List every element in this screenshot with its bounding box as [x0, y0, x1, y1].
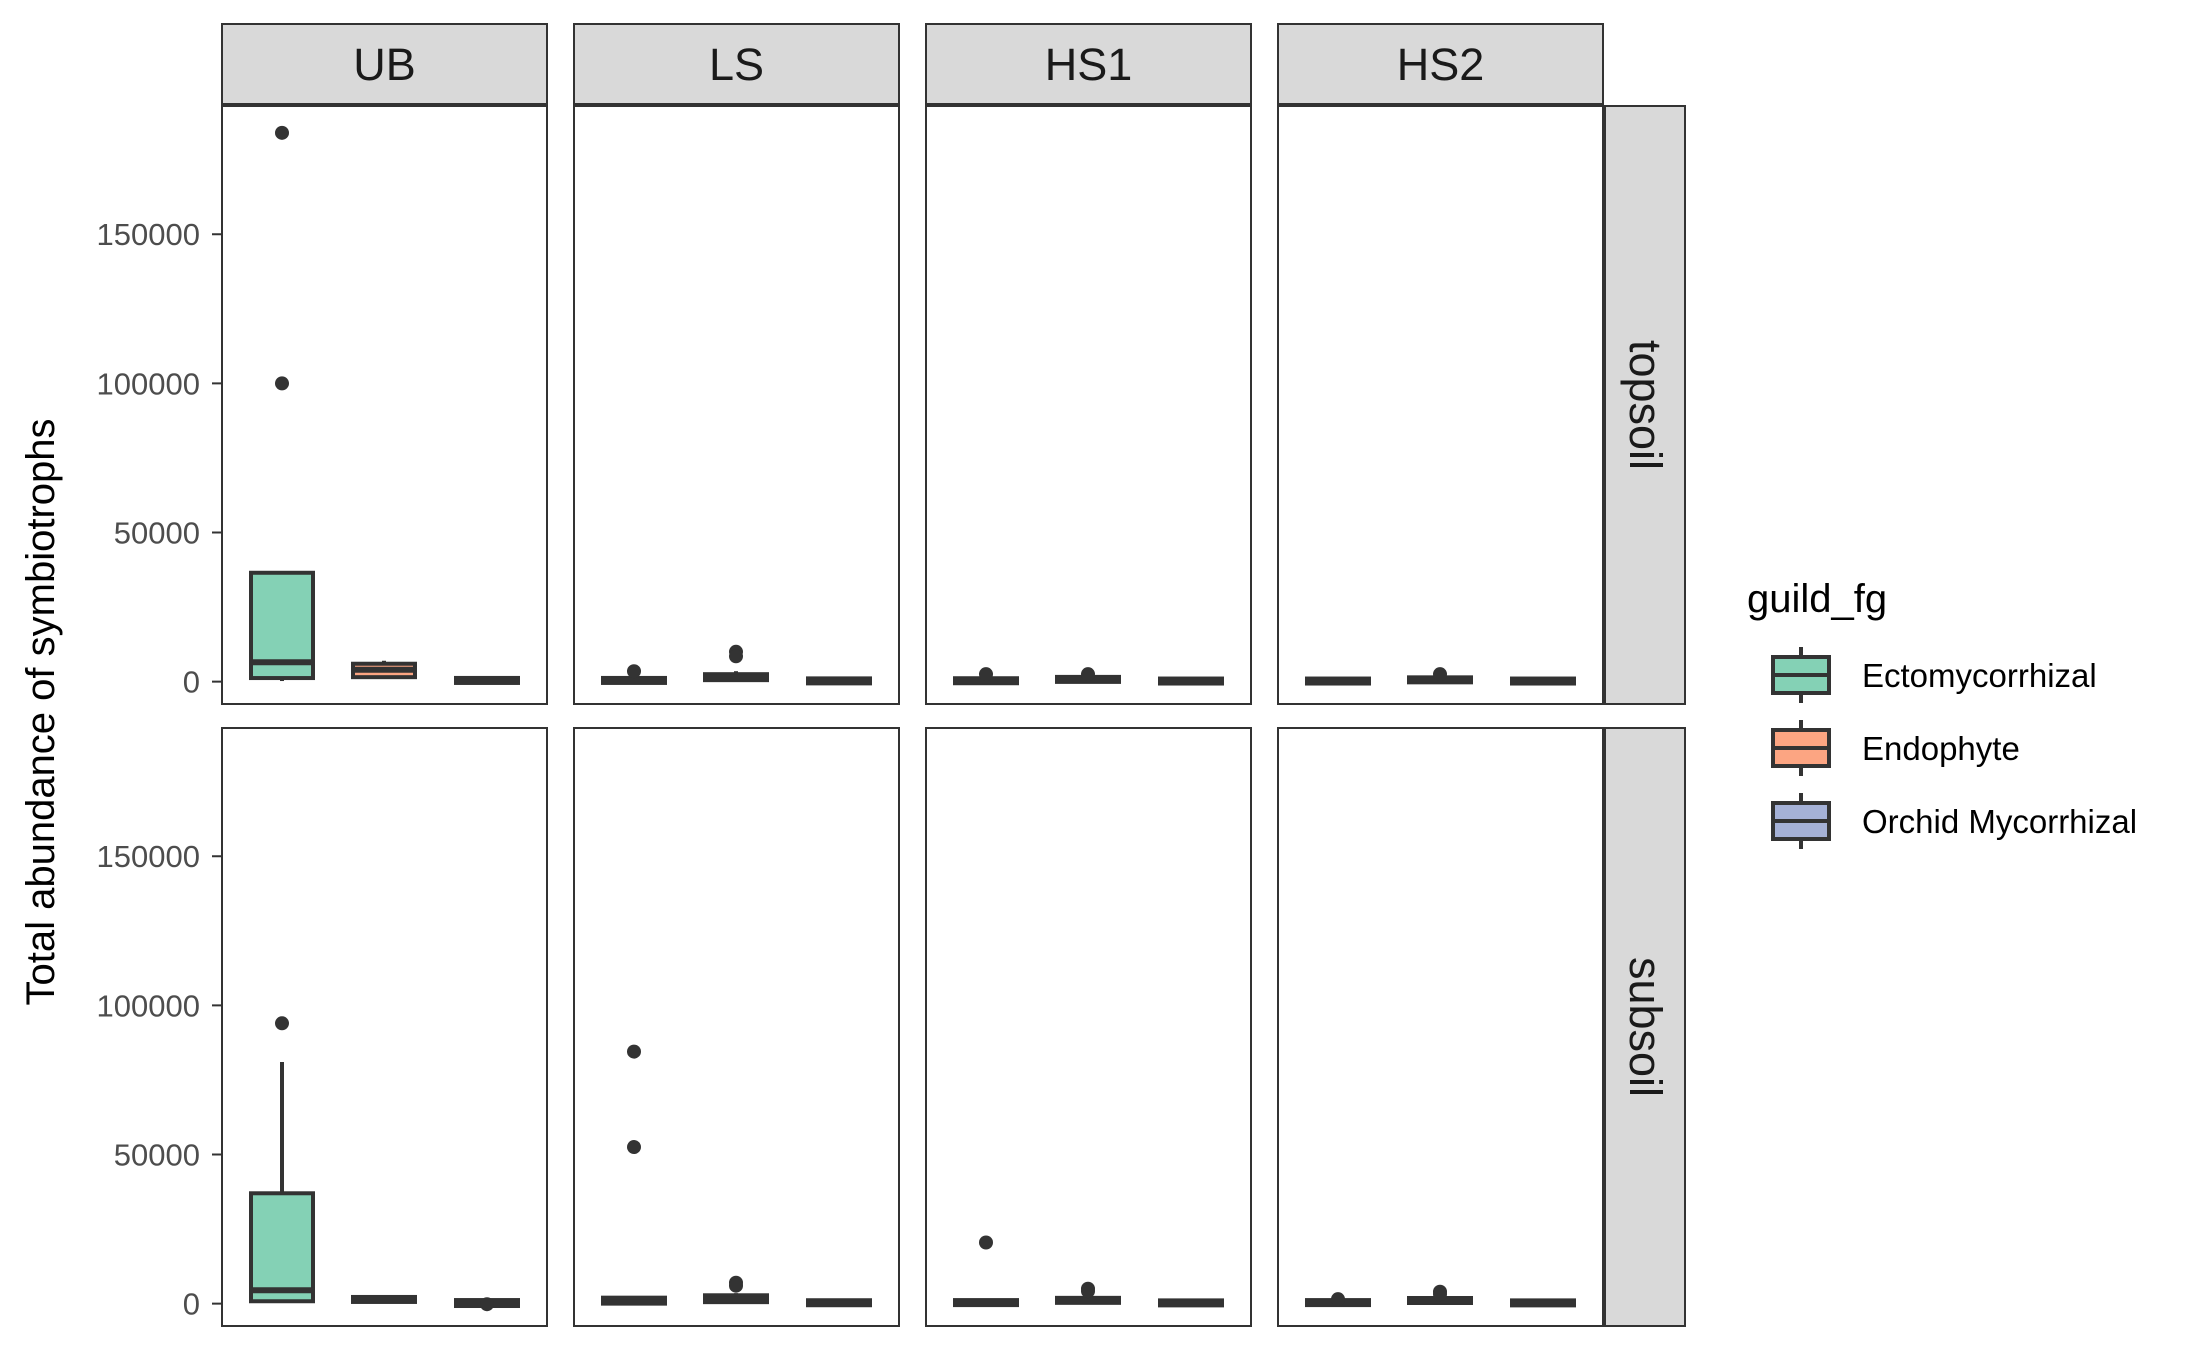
- outlier-point: [275, 376, 289, 391]
- outlier-point: [627, 1140, 641, 1155]
- boxplot-orchid-mycorrhizal: [1158, 676, 1224, 686]
- column-strips: UB LS HS1 HS2: [221, 23, 1604, 105]
- strip-label: LS: [709, 39, 764, 90]
- boxplot-orchid-mycorrhizal: [454, 1297, 520, 1312]
- strip-hs2: HS2: [1277, 23, 1604, 105]
- y-tick-label: 100000: [97, 366, 200, 401]
- strip-background: [221, 23, 548, 105]
- legend-title: guild_fg: [1747, 577, 1887, 621]
- legend-items: Ectomycorrhizal Endophyte Orchid Mycorrhiz…: [1771, 647, 2137, 849]
- outlier-point: [1081, 1284, 1095, 1299]
- y-axes: 0 50000 100000 150000 0 50000 100000 150000: [97, 217, 222, 1322]
- y-axis-topsoil: 0 50000 100000 150000: [97, 217, 222, 700]
- strip-ub: UB: [221, 23, 548, 105]
- panel-background: [573, 105, 900, 705]
- facet-panels: [221, 105, 1604, 1327]
- panel-subsoil-hs2: [1277, 727, 1604, 1327]
- panel-background: [1277, 105, 1604, 705]
- panel-topsoil-hs1: [925, 105, 1252, 705]
- boxplot-orchid-mycorrhizal: [454, 675, 520, 685]
- outlier-point: [1433, 1287, 1447, 1302]
- boxplot-orchid-mycorrhizal: [1158, 1298, 1224, 1308]
- legend-label: Endophyte: [1862, 730, 2020, 767]
- outlier-point: [729, 1278, 743, 1293]
- boxplot-ectomycorrhizal: [601, 664, 667, 685]
- panel-subsoil-ub: [221, 727, 548, 1327]
- strip-topsoil: topsoil: [1604, 105, 1686, 705]
- y-tick-label: 150000: [97, 217, 200, 252]
- boxplot-endophyte: [351, 1294, 417, 1304]
- box-iqr: [249, 1191, 315, 1304]
- boxplot-ectomycorrhizal: [601, 1044, 667, 1306]
- legend-label: Ectomycorrhizal: [1862, 657, 2097, 694]
- boxplot-endophyte: [1055, 667, 1121, 684]
- strip-hs1: HS1: [925, 23, 1252, 105]
- outlier-point: [275, 125, 289, 140]
- legend: guild_fg Ectomycorrhizal Endophyte Orchid …: [1747, 577, 2137, 849]
- boxplot-ectomycorrhizal: [249, 125, 315, 682]
- outlier-point: [480, 1297, 494, 1312]
- boxplot-orchid-mycorrhizal: [1510, 676, 1576, 686]
- strip-ls: LS: [573, 23, 900, 105]
- strip-background: [1277, 23, 1604, 105]
- outlier-point: [729, 649, 743, 664]
- y-tick-label: 100000: [97, 988, 200, 1023]
- outlier-point: [275, 1016, 289, 1031]
- outlier-point: [627, 1044, 641, 1059]
- outlier-point: [979, 1235, 993, 1250]
- legend-item-orchid-mycorrhizal: Orchid Mycorrhizal: [1771, 793, 2137, 849]
- panel-background: [925, 105, 1252, 705]
- legend-label: Orchid Mycorrhizal: [1862, 803, 2137, 840]
- boxplot-ectomycorrhizal: [953, 1235, 1019, 1308]
- row-strips: topsoil subsoil: [1604, 105, 1686, 1327]
- strip-subsoil: subsoil: [1604, 727, 1686, 1327]
- y-tick-label: 150000: [97, 839, 200, 874]
- panel-subsoil-hs1: [925, 727, 1252, 1327]
- legend-item-ectomycorrhizal: Ectomycorrhizal: [1771, 647, 2097, 703]
- outlier-point: [627, 664, 641, 679]
- strip-label: subsoil: [1620, 957, 1671, 1097]
- y-axis-subsoil: 0 50000 100000 150000: [97, 839, 222, 1322]
- boxplot-orchid-mycorrhizal: [806, 1298, 872, 1308]
- boxplot-endophyte: [703, 1275, 769, 1305]
- strip-background: [925, 23, 1252, 105]
- boxplot-endophyte: [1055, 1281, 1121, 1305]
- y-tick-label: 0: [183, 665, 200, 700]
- boxplot-ectomycorrhizal: [1305, 676, 1371, 686]
- boxplot-ectomycorrhizal: [953, 667, 1019, 686]
- boxplot-orchid-mycorrhizal: [1510, 1298, 1576, 1308]
- outlier-point: [1081, 667, 1095, 682]
- outlier-point: [1331, 1292, 1345, 1307]
- y-tick-label: 0: [183, 1287, 200, 1322]
- strip-label: topsoil: [1620, 340, 1671, 470]
- strip-background: [573, 23, 900, 105]
- panel-topsoil-ub: [221, 105, 548, 705]
- panel-topsoil-hs2: [1277, 105, 1604, 705]
- panel-background: [925, 727, 1252, 1327]
- outlier-point: [979, 667, 993, 682]
- boxplot-ectomycorrhizal: [1305, 1292, 1371, 1308]
- legend-item-endophyte: Endophyte: [1771, 720, 2020, 776]
- boxplot-ectomycorrhizal: [249, 1016, 315, 1304]
- panel-background: [1277, 727, 1604, 1327]
- strip-background: [1604, 727, 1686, 1327]
- y-axis-title: Total abundance of symbiotrophs: [19, 418, 63, 1005]
- strip-label: HS1: [1045, 39, 1133, 90]
- strip-label: UB: [353, 39, 416, 90]
- boxplot-endophyte: [1407, 1284, 1473, 1305]
- strip-background: [1604, 105, 1686, 705]
- boxplot-orchid-mycorrhizal: [806, 676, 872, 686]
- y-tick-label: 50000: [114, 516, 200, 551]
- boxplot-endophyte: [703, 644, 769, 683]
- boxplot-endophyte: [1407, 667, 1473, 685]
- strip-label: HS2: [1397, 39, 1485, 90]
- panel-topsoil-ls: [573, 105, 900, 705]
- y-tick-label: 50000: [114, 1138, 200, 1173]
- panel-subsoil-ls: [573, 727, 900, 1327]
- outlier-point: [1433, 667, 1447, 682]
- panel-background: [573, 727, 900, 1327]
- boxplot-endophyte: [351, 660, 417, 680]
